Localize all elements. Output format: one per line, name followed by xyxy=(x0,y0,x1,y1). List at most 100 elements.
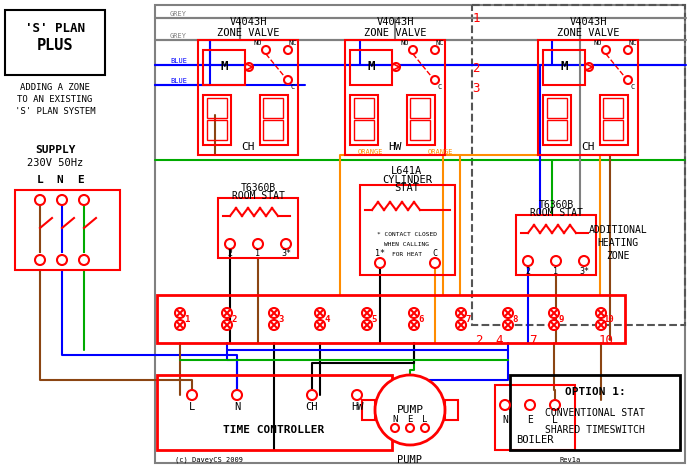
Text: NO: NO xyxy=(401,40,409,46)
Circle shape xyxy=(550,400,560,410)
Circle shape xyxy=(232,390,242,400)
Circle shape xyxy=(523,256,533,266)
Text: 2: 2 xyxy=(231,314,237,323)
Text: NC: NC xyxy=(436,40,444,46)
Text: ROOM STAT: ROOM STAT xyxy=(232,191,284,201)
Text: C: C xyxy=(291,84,295,90)
Circle shape xyxy=(187,390,197,400)
Text: 2: 2 xyxy=(472,61,480,74)
Text: HW: HW xyxy=(388,142,402,152)
Circle shape xyxy=(245,63,253,71)
Bar xyxy=(157,375,392,450)
Circle shape xyxy=(262,46,270,54)
Text: 5: 5 xyxy=(371,314,377,323)
Circle shape xyxy=(624,46,632,54)
Circle shape xyxy=(307,390,317,400)
Text: NO: NO xyxy=(594,40,602,46)
Circle shape xyxy=(503,308,513,318)
Text: 3*: 3* xyxy=(579,266,589,276)
Circle shape xyxy=(35,255,45,265)
Text: Rev1a: Rev1a xyxy=(560,457,581,463)
Text: ZONE VALVE: ZONE VALVE xyxy=(217,28,279,38)
Text: NC: NC xyxy=(288,40,297,46)
Text: ZONE VALVE: ZONE VALVE xyxy=(557,28,619,38)
Text: 10: 10 xyxy=(598,334,613,346)
Bar xyxy=(538,40,638,155)
Bar xyxy=(354,120,374,140)
Circle shape xyxy=(624,76,632,84)
Text: M: M xyxy=(367,60,375,73)
Text: 1: 1 xyxy=(184,314,190,323)
Circle shape xyxy=(375,258,385,268)
Text: CYLINDER: CYLINDER xyxy=(382,175,432,185)
Text: 'S' PLAN: 'S' PLAN xyxy=(25,22,85,35)
Circle shape xyxy=(175,308,185,318)
Circle shape xyxy=(222,320,232,330)
Bar xyxy=(198,40,298,155)
Bar xyxy=(547,98,567,118)
Text: PUMP: PUMP xyxy=(397,405,424,415)
Text: 8: 8 xyxy=(512,314,518,323)
Circle shape xyxy=(549,308,559,318)
Text: CH: CH xyxy=(581,142,595,152)
Circle shape xyxy=(431,46,439,54)
Circle shape xyxy=(375,375,445,445)
Circle shape xyxy=(315,320,325,330)
Text: 3*: 3* xyxy=(281,249,291,258)
Text: 4: 4 xyxy=(495,334,503,346)
Text: * CONTACT CLOSED: * CONTACT CLOSED xyxy=(377,233,437,237)
Circle shape xyxy=(551,256,561,266)
Text: C: C xyxy=(438,84,442,90)
Text: CH: CH xyxy=(241,142,255,152)
Circle shape xyxy=(409,308,419,318)
Text: GREY: GREY xyxy=(170,33,187,39)
Bar xyxy=(547,120,567,140)
Text: 2: 2 xyxy=(475,334,483,346)
Circle shape xyxy=(281,239,291,249)
Circle shape xyxy=(362,320,372,330)
Bar xyxy=(218,198,298,258)
Bar xyxy=(260,95,288,145)
Circle shape xyxy=(596,320,606,330)
Text: E: E xyxy=(407,416,413,424)
Circle shape xyxy=(175,320,185,330)
Bar xyxy=(203,95,231,145)
Text: 1: 1 xyxy=(553,266,558,276)
Bar xyxy=(360,185,455,275)
Text: 'S' PLAN SYSTEM: 'S' PLAN SYSTEM xyxy=(14,108,95,117)
Text: 230V 50Hz: 230V 50Hz xyxy=(27,158,83,168)
Circle shape xyxy=(225,239,235,249)
Circle shape xyxy=(362,308,372,318)
Text: ORANGE: ORANGE xyxy=(358,149,384,155)
Text: PUMP: PUMP xyxy=(397,455,422,465)
Circle shape xyxy=(525,400,535,410)
Text: SUPPLY: SUPPLY xyxy=(34,145,75,155)
Text: 9: 9 xyxy=(558,314,564,323)
Circle shape xyxy=(549,320,559,330)
Bar xyxy=(600,95,628,145)
Text: N: N xyxy=(393,416,397,424)
Bar xyxy=(157,295,625,343)
Circle shape xyxy=(57,195,67,205)
Bar xyxy=(263,120,283,140)
Circle shape xyxy=(406,424,414,432)
Circle shape xyxy=(421,424,429,432)
Circle shape xyxy=(585,63,593,71)
Text: BLUE: BLUE xyxy=(170,78,187,84)
Text: FOR HEAT: FOR HEAT xyxy=(392,253,422,257)
Text: ZONE VALVE: ZONE VALVE xyxy=(364,28,426,38)
Text: L: L xyxy=(37,175,43,185)
Text: 2: 2 xyxy=(228,249,233,258)
Text: N: N xyxy=(502,415,508,425)
Text: L641A: L641A xyxy=(391,166,422,176)
Text: M: M xyxy=(220,60,228,73)
Text: C: C xyxy=(433,249,437,257)
Circle shape xyxy=(284,46,292,54)
Text: CH: CH xyxy=(306,402,318,412)
Circle shape xyxy=(253,239,263,249)
Text: 3: 3 xyxy=(472,81,480,95)
Circle shape xyxy=(409,320,419,330)
Text: 10: 10 xyxy=(602,314,613,323)
Text: C: C xyxy=(631,84,635,90)
Text: L: L xyxy=(189,402,195,412)
